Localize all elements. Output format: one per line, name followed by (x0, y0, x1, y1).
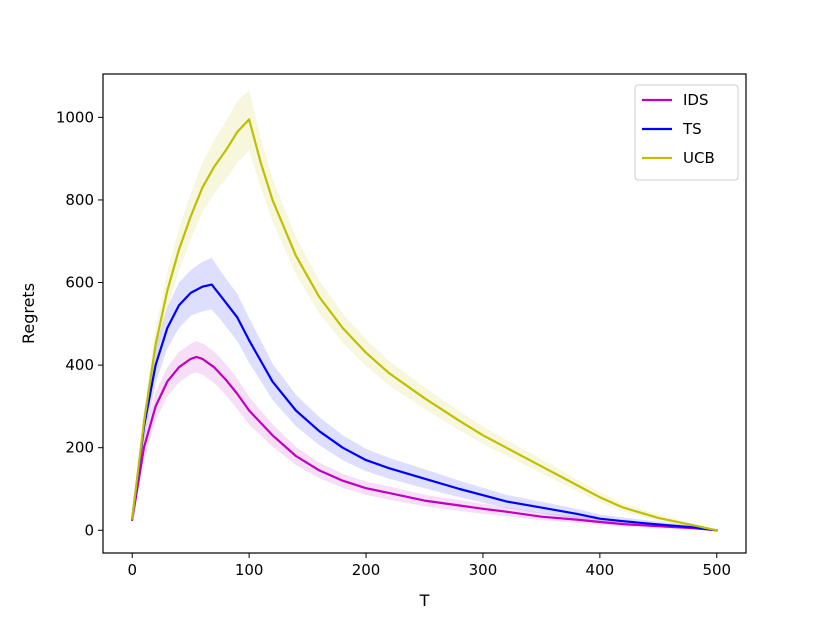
y-tick-label-0: 0 (84, 521, 94, 539)
x-axis-ticks: 0 100 200 300 400 500 (127, 553, 731, 579)
ucb-line (131, 118, 718, 532)
ts-line (131, 283, 718, 532)
legend: IDS TS UCB (634, 84, 739, 181)
y-tick-label-200: 200 (65, 439, 94, 457)
ucb-confidence-band (132, 90, 717, 531)
y-tick-label-1000: 1000 (56, 108, 94, 126)
x-tick-label-200: 200 (352, 561, 381, 579)
plot-frame (102, 73, 747, 554)
legend-label-ids: IDS (683, 91, 709, 109)
y-axis-label: Regrets (19, 283, 38, 344)
y-tick-label-600: 600 (65, 274, 94, 292)
x-tick-label-400: 400 (586, 561, 615, 579)
y-tick-label-400: 400 (65, 356, 94, 374)
ts-confidence-band (132, 257, 717, 531)
legend-label-ucb: UCB (683, 149, 715, 167)
y-tick-label-800: 800 (65, 191, 94, 209)
x-axis-label: T (419, 591, 430, 610)
x-tick-label-500: 500 (702, 561, 731, 579)
series-lines (131, 118, 718, 532)
ids-line (131, 355, 718, 532)
x-tick-label-100: 100 (235, 561, 264, 579)
y-axis-ticks: 0 200 400 600 800 1000 (56, 108, 103, 539)
x-tick-label-300: 300 (469, 561, 498, 579)
legend-box (634, 84, 739, 181)
x-tick-label-0: 0 (127, 561, 137, 579)
legend-label-ts: TS (682, 120, 702, 138)
